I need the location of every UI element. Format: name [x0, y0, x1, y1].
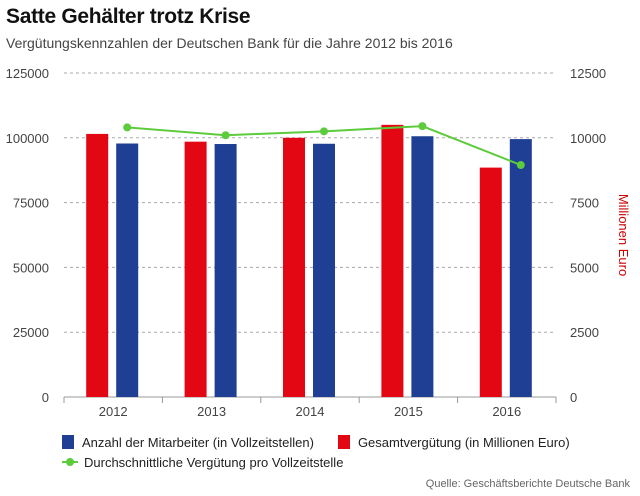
y-tick-label-left: 100000	[6, 131, 49, 146]
y-tick-label-left: 75000	[13, 196, 49, 211]
chart-title: Satte Gehälter trotz Krise	[6, 5, 251, 28]
point-avg-comp	[418, 122, 427, 131]
y-tick-label-right: 5000	[570, 260, 599, 275]
y-tick-label-left: 125000	[6, 66, 49, 81]
x-tick-label: 2016	[492, 404, 521, 419]
bar-total-comp	[184, 141, 207, 397]
chart-subtitle: Vergütungskennzahlen der Deutschen Bank …	[6, 35, 453, 51]
legend-label-avg-comp: Durchschnittliche Vergütung pro Vollzeit…	[84, 454, 344, 470]
y-tick-label-right: 7500	[570, 196, 599, 211]
legend-label-total-comp: Gesamtvergütung (in Millionen Euro)	[357, 434, 570, 450]
x-tick-label: 2015	[394, 404, 423, 419]
legend-item-avg-comp: Durchschnittliche Vergütung pro Vollzeit…	[62, 455, 343, 470]
bar-total-comp	[381, 124, 404, 397]
bar-employees	[411, 136, 434, 397]
y-axis-title-right: Millionen Euro	[616, 194, 631, 276]
bar-employees	[116, 143, 139, 397]
chart-canvas: 0 25000 50000 75000 100000 125000 0 2500 5000 750…	[6, 66, 631, 419]
y-tick-label-right: 12500	[570, 66, 606, 81]
legend: Anzahl der Mitarbeiter (in Vollzeitstell…	[62, 432, 594, 472]
legend-item-total-comp: Gesamtvergütung (in Millionen Euro)	[337, 434, 570, 450]
x-tick-label: 2013	[197, 404, 226, 419]
legend-swatch-avg-comp	[62, 457, 78, 467]
y-tick-label-right: 2500	[570, 325, 599, 340]
x-tick-label: 2014	[296, 404, 325, 419]
y-tick-label-left: 50000	[13, 260, 49, 275]
bar-employees	[214, 144, 237, 397]
y-tick-label-right: 0	[570, 390, 577, 405]
y-tick-label-right: 10000	[570, 131, 606, 146]
source-note: Quelle: Geschäftsberichte Deutsche Bank	[425, 478, 630, 490]
legend-swatch-employees	[62, 435, 74, 449]
y-tick-label-left: 0	[42, 390, 49, 405]
legend-label-employees: Anzahl der Mitarbeiter (in Vollzeitstell…	[82, 434, 314, 450]
bar-total-comp	[479, 167, 502, 397]
bar-total-comp	[283, 137, 305, 398]
point-avg-comp	[516, 161, 525, 170]
point-avg-comp	[221, 131, 230, 140]
legend-swatch-total-comp	[337, 435, 350, 449]
bar-employees	[313, 143, 335, 397]
point-avg-comp	[123, 123, 132, 132]
point-avg-comp	[320, 127, 328, 136]
x-tick-label: 2012	[99, 404, 128, 419]
bar-total-comp	[86, 133, 109, 398]
legend-item-employees: Anzahl der Mitarbeiter (in Vollzeitstell…	[62, 435, 314, 450]
bar-employees	[509, 139, 532, 397]
y-tick-label-left: 25000	[13, 325, 49, 340]
